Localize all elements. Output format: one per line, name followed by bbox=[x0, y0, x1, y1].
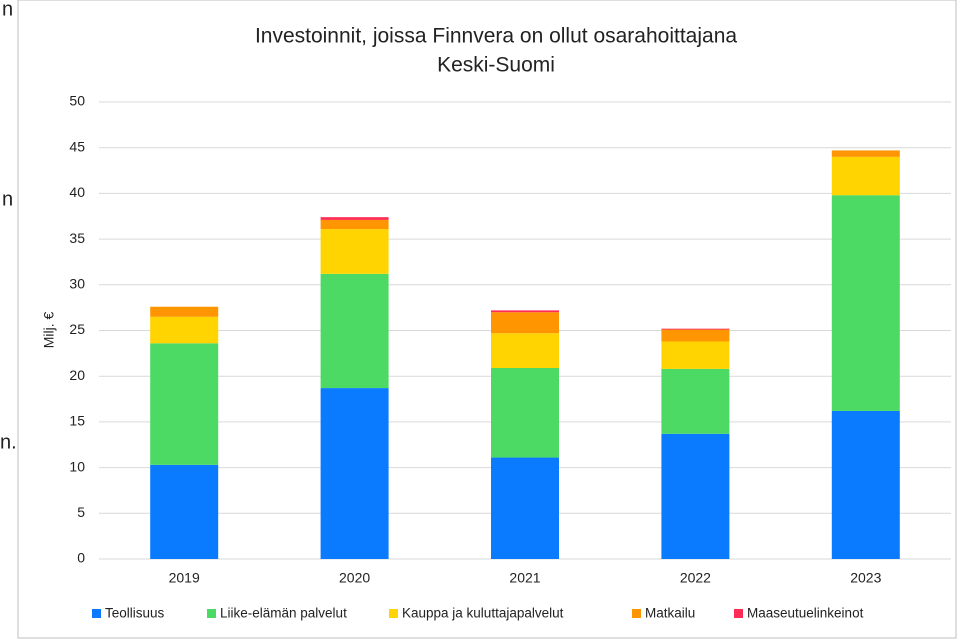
y-tick-label: 30 bbox=[69, 276, 85, 292]
bar-segment bbox=[150, 316, 219, 344]
legend-swatch bbox=[207, 609, 216, 618]
bar-segment bbox=[661, 433, 730, 559]
y-tick-label: 40 bbox=[69, 184, 85, 200]
legend-swatch bbox=[389, 609, 398, 618]
y-tick-label: 35 bbox=[69, 230, 85, 246]
chart-title: Investoinnit, joissa Finnvera on ollut o… bbox=[255, 25, 737, 48]
bar-segment bbox=[491, 367, 559, 458]
legend-swatch bbox=[632, 609, 641, 618]
y-tick-label: 10 bbox=[69, 458, 85, 474]
y-axis-label: Milj. € bbox=[41, 312, 57, 349]
bar-segment bbox=[150, 306, 219, 317]
bar-segment bbox=[831, 156, 900, 196]
bar-segment bbox=[491, 312, 559, 334]
legend-label: Teollisuus bbox=[105, 606, 165, 621]
y-tick-label: 45 bbox=[69, 138, 85, 154]
bar-segment bbox=[320, 388, 389, 559]
bar-segment bbox=[320, 217, 389, 220]
side-text: n. bbox=[0, 431, 17, 453]
legend-label: Maaseutuelinkeinot bbox=[747, 606, 864, 621]
x-tick-label: 2020 bbox=[339, 570, 370, 586]
y-tick-label: 20 bbox=[69, 367, 85, 383]
y-tick-label: 50 bbox=[69, 93, 85, 109]
bar-segment bbox=[320, 219, 389, 230]
legend-swatch bbox=[734, 609, 743, 618]
legend-label: Kauppa ja kuluttajapalvelut bbox=[402, 606, 564, 621]
legend-label: Matkailu bbox=[645, 606, 695, 621]
bar-segment bbox=[150, 343, 219, 465]
chart-subtitle: Keski-Suomi bbox=[437, 54, 555, 77]
bar-segment bbox=[320, 229, 389, 274]
legend-swatch bbox=[92, 609, 101, 618]
side-text: n bbox=[2, 0, 13, 20]
y-tick-label: 15 bbox=[69, 413, 85, 429]
x-tick-label: 2021 bbox=[509, 570, 540, 586]
legend-label: Liike-elämän palvelut bbox=[220, 606, 347, 621]
bar-segment bbox=[831, 410, 900, 559]
bar-segment bbox=[150, 464, 219, 559]
side-text: n bbox=[2, 188, 13, 210]
bar-segment bbox=[491, 457, 559, 559]
y-tick-label: 25 bbox=[69, 321, 85, 337]
bar-segment bbox=[661, 329, 730, 342]
bar-segment bbox=[661, 341, 730, 369]
y-tick-label: 5 bbox=[77, 504, 85, 520]
x-tick-label: 2019 bbox=[169, 570, 200, 586]
y-tick-label: 0 bbox=[77, 550, 85, 566]
x-tick-label: 2022 bbox=[680, 570, 711, 586]
bar-segment bbox=[491, 333, 559, 368]
x-tick-label: 2023 bbox=[850, 570, 881, 586]
bar-segment bbox=[320, 273, 389, 389]
bar-segment bbox=[831, 195, 900, 411]
bar-segment bbox=[831, 150, 900, 157]
bar-segment bbox=[661, 328, 730, 330]
bar-segment bbox=[661, 368, 730, 434]
bar-segment bbox=[491, 310, 559, 313]
